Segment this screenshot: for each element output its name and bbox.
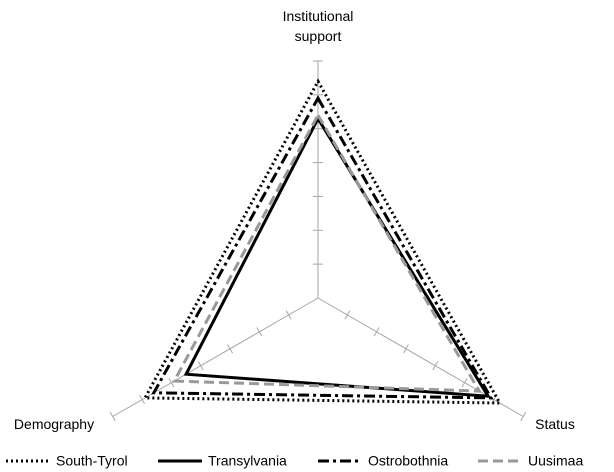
axis-label: Demography (13, 416, 95, 432)
tick-mark (256, 327, 263, 337)
tick-mark (285, 310, 292, 320)
legend-label: Uusimaa (528, 453, 583, 469)
tick-mark (109, 411, 116, 422)
legend-label: Ostrobothnia (368, 453, 448, 469)
legend-label: Transylvania (208, 453, 287, 469)
tick-mark (197, 361, 204, 371)
series-line (151, 95, 494, 400)
series-line (171, 112, 482, 393)
tick-mark (520, 411, 527, 422)
series-line (183, 115, 491, 398)
tick-mark (227, 344, 233, 354)
tick-mark (373, 327, 380, 337)
axis-label: Status (535, 416, 575, 432)
series-line (142, 78, 503, 405)
tick-mark (139, 394, 146, 405)
tick-mark (432, 361, 439, 371)
axis-label: Institutional support (282, 8, 354, 44)
legend-label: South-Tyrol (56, 453, 128, 469)
tick-mark (168, 378, 175, 388)
tick-mark (461, 378, 468, 388)
tick-mark (403, 344, 409, 354)
tick-mark (344, 310, 351, 320)
